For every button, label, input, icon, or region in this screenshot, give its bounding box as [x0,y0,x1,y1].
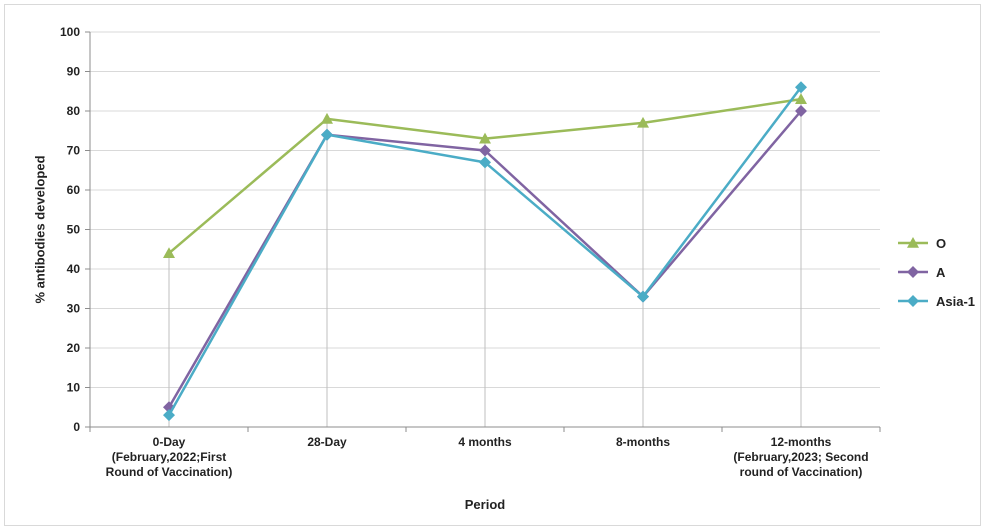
x-tick-label-line: (February,2023; Second [733,450,868,464]
data-point-asia-1-0 [163,409,175,422]
data-point-asia-1-2 [479,156,491,169]
data-point-asia-1-3 [637,290,649,303]
y-tick-label-80: 80 [67,104,81,118]
chart-frame [4,4,981,526]
x-tick-label-3: 8-months [616,435,670,449]
x-tick-label-line: Round of Vaccination) [106,465,233,479]
legend-marker-asia-1 [907,295,919,307]
y-tick-label-90: 90 [67,65,81,79]
x-tick-labels: 0-Day (February,2022;First Round of Vaccin… [106,435,869,479]
y-tick-label-60: 60 [67,183,81,197]
legend-item-a: A [898,265,946,280]
legend-item-o: O [898,236,946,251]
y-tick-label-100: 100 [60,25,80,39]
axes [89,32,881,432]
data-point-o-3 [637,116,649,128]
data-point-o-2 [479,132,491,144]
legend: OA Asia-1 [898,236,975,309]
y-tick-label-70: 70 [67,144,81,158]
y-tick-label-20: 20 [67,341,81,355]
x-tick-label-line: round of Vaccination) [740,465,863,479]
series-layer [163,81,807,422]
data-point-a-4 [795,105,807,117]
x-tick-label-4: 12-months (February,2023; Second round of … [733,435,868,479]
x-tick-label-0: 0-Day (February,2022;First Round of Vaccin… [106,435,233,479]
legend-label-a: A [936,265,946,280]
y-tick-labels: 0 10 20 30 40 50 60 70 80 90 100 [60,25,80,434]
series-o [163,93,807,258]
legend-marker-a [907,266,919,278]
gridlines [85,31,880,428]
x-tick-label-line: 8-months [616,435,670,449]
y-tick-label-0: 0 [73,420,80,434]
y-axis-title: % antibodies developed [32,155,47,303]
x-tick-label-line: (February,2022;First [112,450,227,464]
legend-label-asia-1: Asia-1 [936,294,975,309]
y-tick-label-30: 30 [67,302,81,316]
x-tick-label-line: 0-Day [153,435,186,449]
series-asia-1 [163,81,807,422]
x-tick-label-1: 28-Day [307,435,347,449]
y-tick-label-50: 50 [67,223,81,237]
x-tick-label-2: 4 months [458,435,512,449]
legend-label-o: O [936,236,946,251]
data-point-o-1 [321,112,333,124]
data-point-asia-1-4 [795,81,807,94]
data-point-o-4 [795,93,807,104]
data-point-a-2 [479,144,491,157]
legend-marker-o [907,237,919,248]
legend-item-asia-1: Asia-1 [898,294,975,309]
x-tick-label-line: 12-months [771,435,832,449]
y-tick-label-10: 10 [67,381,81,395]
x-axis-title: Period [465,497,506,512]
x-tick-label-line: 28-Day [307,435,347,449]
x-tick-label-line: 4 months [458,435,512,449]
drop-lines [168,87,802,427]
data-point-asia-1-1 [321,128,333,141]
data-point-o-0 [163,247,175,258]
y-tick-label-40: 40 [67,262,81,276]
